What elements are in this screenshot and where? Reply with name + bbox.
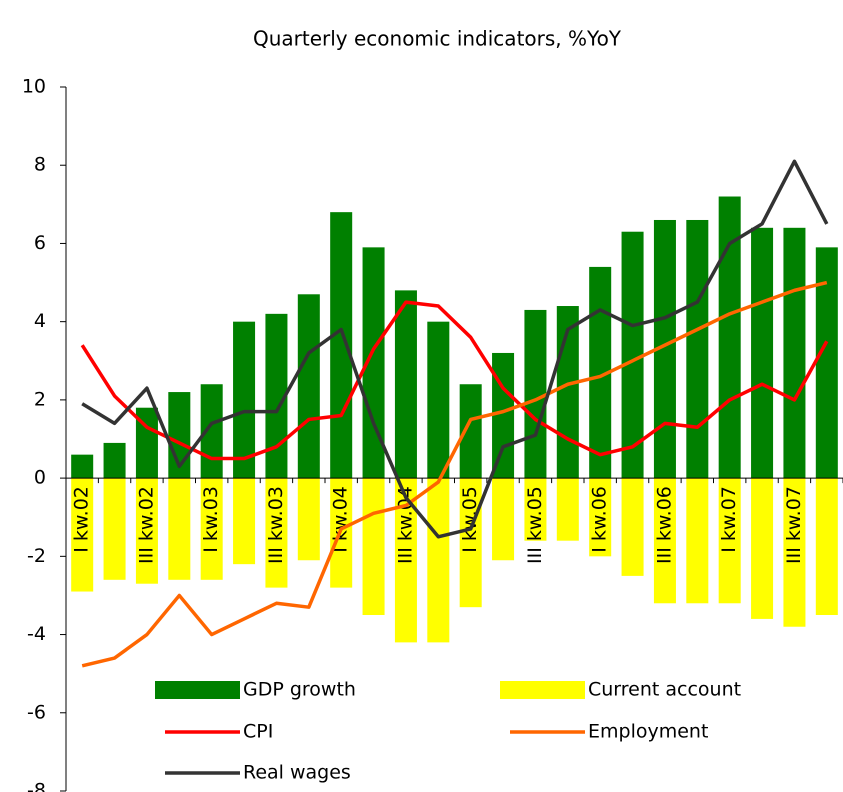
legend-label: GDP growth: [243, 679, 356, 701]
chart-title: Quarterly economic indicators, %YoY: [253, 27, 622, 51]
bar: [362, 478, 385, 615]
bar: [459, 384, 482, 479]
bar: [686, 478, 709, 604]
bar: [265, 478, 288, 588]
bar: [362, 247, 385, 479]
x-tick-label: I kw.07: [718, 486, 740, 553]
x-tick-label: I kw.02: [71, 486, 93, 553]
bar: [200, 478, 223, 580]
bar: [168, 478, 191, 580]
bar: [330, 212, 353, 479]
line: [80, 300, 829, 461]
x-tick-label: III kw.03: [265, 486, 287, 564]
bar: [589, 478, 612, 557]
bar: [556, 478, 579, 541]
x-tick-label: I kw.05: [459, 486, 481, 553]
bar: [233, 321, 256, 479]
legend-label: Real wages: [243, 762, 351, 784]
y-tick-label: 8: [34, 154, 46, 176]
y-tick-label: 10: [22, 76, 46, 98]
bar: [718, 196, 741, 479]
bar: [394, 290, 417, 479]
bar: [71, 478, 94, 592]
bar: [297, 294, 320, 479]
legend-swatch: [500, 681, 585, 699]
bar: [783, 227, 806, 479]
x-tick-label: I kw.03: [200, 486, 222, 553]
y-tick-label: -2: [27, 545, 46, 567]
y-tick-label: 4: [34, 310, 46, 332]
bar: [718, 478, 741, 604]
bar: [71, 454, 94, 479]
y-tick-label: -6: [27, 701, 46, 723]
x-tick-label: I kw.04: [330, 486, 352, 553]
y-tick-label: 2: [34, 388, 46, 410]
bar: [427, 321, 450, 479]
bar: [751, 227, 774, 479]
bar: [103, 478, 126, 580]
bar: [653, 478, 676, 604]
bar: [783, 478, 806, 627]
y-tick-label: 6: [34, 232, 46, 254]
legend-label: Employment: [588, 721, 708, 743]
bar: [751, 478, 774, 619]
bar: [621, 478, 644, 576]
x-tick-label: III kw.07: [783, 486, 805, 564]
x-tick-label: I kw.06: [589, 486, 611, 553]
y-tick-label: -8: [27, 780, 46, 792]
bar: [492, 352, 515, 479]
y-tick-label: -4: [27, 623, 46, 645]
x-tick-label: III kw.02: [135, 486, 157, 564]
bar: [135, 478, 158, 584]
bar: [427, 478, 450, 643]
legend-label: Current account: [588, 679, 741, 701]
bar: [653, 219, 676, 479]
legend-label: CPI: [243, 721, 273, 743]
bar: [686, 219, 709, 479]
bar: [394, 478, 417, 643]
bar: [103, 442, 126, 479]
line: [81, 159, 829, 539]
bar: [297, 478, 320, 561]
bar: [492, 478, 515, 561]
legend-swatch: [155, 681, 240, 699]
x-tick-label: III kw.06: [653, 486, 675, 564]
bar: [265, 313, 288, 479]
bar: [524, 309, 547, 479]
bar: [621, 231, 644, 479]
bar: [815, 478, 838, 615]
bar: [815, 247, 838, 479]
bar: [589, 266, 612, 479]
bar: [135, 407, 158, 479]
x-tick-label: III kw.05: [524, 486, 546, 564]
y-tick-label: 0: [34, 467, 46, 489]
bar: [233, 478, 256, 565]
bar: [524, 478, 547, 541]
line: [81, 280, 828, 668]
